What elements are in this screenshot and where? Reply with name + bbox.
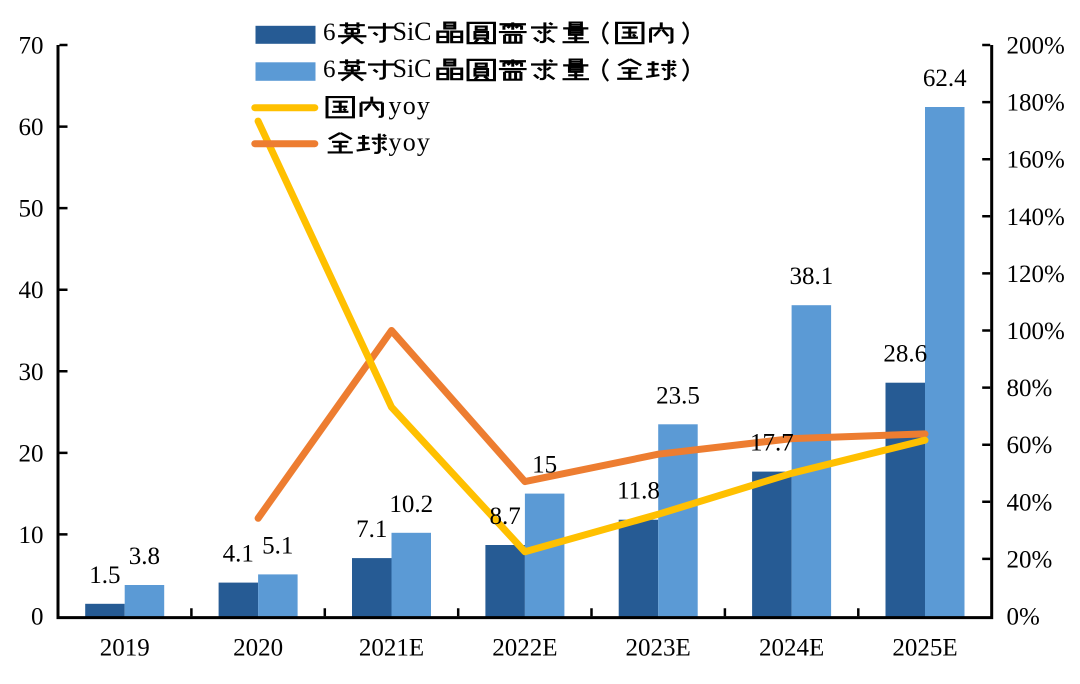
svg-text:SiC: SiC xyxy=(393,54,432,83)
svg-text:200%: 200% xyxy=(1007,33,1065,60)
svg-text:70: 70 xyxy=(19,33,44,60)
svg-text:10: 10 xyxy=(19,522,44,549)
svg-text:7.1: 7.1 xyxy=(356,516,387,543)
svg-text:2022E: 2022E xyxy=(492,635,557,662)
svg-text:2025E: 2025E xyxy=(892,635,957,662)
svg-text:62.4: 62.4 xyxy=(923,65,967,92)
svg-text:20%: 20% xyxy=(1007,546,1053,573)
svg-text:2021E: 2021E xyxy=(359,635,424,662)
svg-text:5.1: 5.1 xyxy=(262,532,293,559)
svg-text:yoy: yoy xyxy=(389,128,432,157)
svg-text:40: 40 xyxy=(19,277,44,304)
svg-text:10.2: 10.2 xyxy=(389,491,433,518)
svg-text:0%: 0% xyxy=(1007,604,1040,631)
svg-text:23.5: 23.5 xyxy=(656,382,700,409)
svg-text:50: 50 xyxy=(19,196,44,223)
svg-text:40%: 40% xyxy=(1007,489,1053,516)
svg-text:0: 0 xyxy=(31,604,44,631)
svg-text:60%: 60% xyxy=(1007,432,1053,459)
svg-text:20: 20 xyxy=(19,440,44,467)
svg-text:28.6: 28.6 xyxy=(883,341,927,368)
svg-text:100%: 100% xyxy=(1007,318,1065,345)
svg-text:17.7: 17.7 xyxy=(750,430,794,457)
svg-text:120%: 120% xyxy=(1007,261,1065,288)
svg-text:15: 15 xyxy=(532,452,557,479)
svg-text:180%: 180% xyxy=(1007,90,1065,117)
svg-text:6: 6 xyxy=(323,56,336,83)
svg-text:38.1: 38.1 xyxy=(790,263,834,290)
svg-text:6: 6 xyxy=(323,19,336,46)
svg-text:SiC: SiC xyxy=(393,17,432,46)
svg-text:4.1: 4.1 xyxy=(223,541,254,568)
svg-text:30: 30 xyxy=(19,359,44,386)
svg-text:2020: 2020 xyxy=(233,635,283,662)
svg-text:160%: 160% xyxy=(1007,147,1065,174)
svg-text:2024E: 2024E xyxy=(759,635,824,662)
svg-text:2019: 2019 xyxy=(100,635,150,662)
svg-text:1.5: 1.5 xyxy=(89,562,120,589)
svg-text:140%: 140% xyxy=(1007,204,1065,231)
svg-text:60: 60 xyxy=(19,114,44,141)
svg-text:2023E: 2023E xyxy=(626,635,691,662)
svg-text:11.8: 11.8 xyxy=(617,478,660,505)
svg-text:80%: 80% xyxy=(1007,375,1053,402)
svg-text:8.7: 8.7 xyxy=(489,503,520,530)
svg-text:yoy: yoy xyxy=(389,91,432,120)
svg-text:3.8: 3.8 xyxy=(129,543,160,570)
